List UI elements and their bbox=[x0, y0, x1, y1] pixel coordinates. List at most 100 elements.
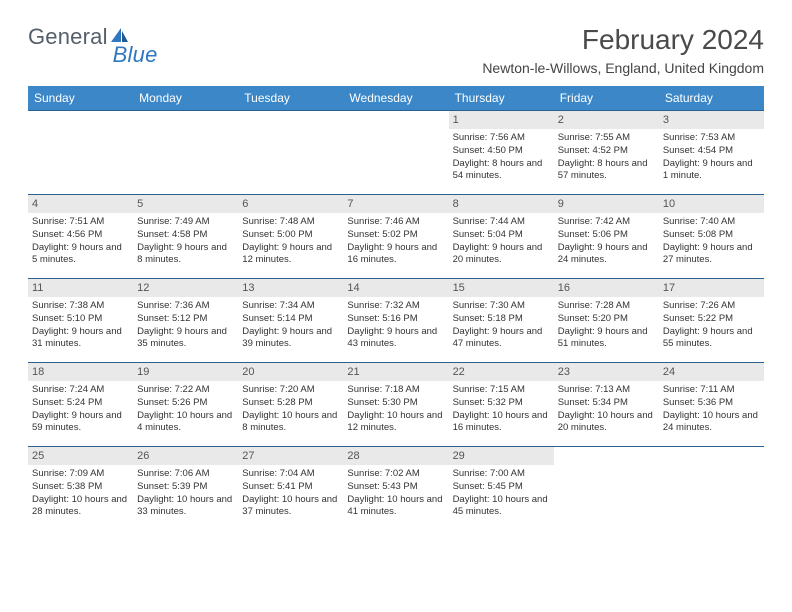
day-number: 18 bbox=[28, 363, 133, 381]
calendar-day-cell: 8 Sunrise: 7:44 AMSunset: 5:04 PMDaylight… bbox=[449, 195, 554, 279]
day-info: Sunrise: 7:40 AMSunset: 5:08 PMDaylight:… bbox=[663, 216, 760, 267]
day-number: 16 bbox=[554, 279, 659, 297]
calendar-week-row: 1Sunrise: 7:56 AMSunset: 4:50 PMDaylight… bbox=[28, 111, 764, 195]
calendar-day-cell bbox=[28, 111, 133, 195]
calendar-day-cell: 3 Sunrise: 7:53 AMSunset: 4:54 PMDaylight… bbox=[659, 111, 764, 195]
day-number: 2 bbox=[554, 111, 659, 129]
calendar-day-cell: 28 Sunrise: 7:02 AMSunset: 5:43 PMDayligh… bbox=[343, 447, 448, 531]
calendar-day-cell: 19Sunrise: 7:22 AMSunset: 5:26 PMDayligh… bbox=[133, 363, 238, 447]
weekday-header: Friday bbox=[554, 86, 659, 111]
calendar-table: Sunday Monday Tuesday Wednesday Thursday… bbox=[28, 86, 764, 531]
day-number: 14 bbox=[343, 279, 448, 297]
calendar-day-cell bbox=[238, 111, 343, 195]
day-info: Sunrise: 7:04 AMSunset: 5:41 PMDaylight:… bbox=[242, 468, 339, 519]
day-info: Sunrise: 7:56 AMSunset: 4:50 PMDaylight:… bbox=[453, 132, 550, 183]
calendar-day-cell: 24Sunrise: 7:11 AMSunset: 5:36 PMDayligh… bbox=[659, 363, 764, 447]
day-number: 22 bbox=[449, 363, 554, 381]
calendar-week-row: 11 Sunrise: 7:38 AMSunset: 5:10 PMDayligh… bbox=[28, 279, 764, 363]
month-title: February 2024 bbox=[482, 24, 764, 56]
weekday-header: Sunday bbox=[28, 86, 133, 111]
day-number: 21 bbox=[343, 363, 448, 381]
day-info: Sunrise: 7:36 AMSunset: 5:12 PMDaylight:… bbox=[137, 300, 234, 351]
day-info: Sunrise: 7:18 AMSunset: 5:30 PMDaylight:… bbox=[347, 384, 444, 435]
day-number: 27 bbox=[238, 447, 343, 465]
weekday-header-row: Sunday Monday Tuesday Wednesday Thursday… bbox=[28, 86, 764, 111]
weekday-header: Wednesday bbox=[343, 86, 448, 111]
day-number: 4 bbox=[28, 195, 133, 213]
day-info: Sunrise: 7:32 AMSunset: 5:16 PMDaylight:… bbox=[347, 300, 444, 351]
day-info: Sunrise: 7:51 AMSunset: 4:56 PMDaylight:… bbox=[32, 216, 129, 267]
day-info: Sunrise: 7:11 AMSunset: 5:36 PMDaylight:… bbox=[663, 384, 760, 435]
calendar-day-cell bbox=[133, 111, 238, 195]
day-number: 10 bbox=[659, 195, 764, 213]
calendar-day-cell: 13 Sunrise: 7:34 AMSunset: 5:14 PMDayligh… bbox=[238, 279, 343, 363]
calendar-week-row: 25Sunrise: 7:09 AMSunset: 5:38 PMDayligh… bbox=[28, 447, 764, 531]
calendar-day-cell: 20 Sunrise: 7:20 AMSunset: 5:28 PMDayligh… bbox=[238, 363, 343, 447]
day-number: 6 bbox=[238, 195, 343, 213]
day-info: Sunrise: 7:09 AMSunset: 5:38 PMDaylight:… bbox=[32, 468, 129, 519]
calendar-day-cell: 16 Sunrise: 7:28 AMSunset: 5:20 PMDayligh… bbox=[554, 279, 659, 363]
day-number: 23 bbox=[554, 363, 659, 381]
day-info: Sunrise: 7:49 AMSunset: 4:58 PMDaylight:… bbox=[137, 216, 234, 267]
weekday-header: Thursday bbox=[449, 86, 554, 111]
day-info: Sunrise: 7:22 AMSunset: 5:26 PMDaylight:… bbox=[137, 384, 234, 435]
calendar-day-cell bbox=[554, 447, 659, 531]
calendar-day-cell: 23Sunrise: 7:13 AMSunset: 5:34 PMDayligh… bbox=[554, 363, 659, 447]
day-number: 3 bbox=[659, 111, 764, 129]
day-info: Sunrise: 7:28 AMSunset: 5:20 PMDaylight:… bbox=[558, 300, 655, 351]
logo-text-blue: Blue bbox=[113, 42, 158, 68]
calendar-day-cell bbox=[343, 111, 448, 195]
calendar-day-cell: 22 Sunrise: 7:15 AMSunset: 5:32 PMDayligh… bbox=[449, 363, 554, 447]
location-subtitle: Newton-le-Willows, England, United Kingd… bbox=[482, 60, 764, 76]
calendar-day-cell: 21 Sunrise: 7:18 AMSunset: 5:30 PMDayligh… bbox=[343, 363, 448, 447]
calendar-day-cell: 5 Sunrise: 7:49 AMSunset: 4:58 PMDaylight… bbox=[133, 195, 238, 279]
day-info: Sunrise: 7:46 AMSunset: 5:02 PMDaylight:… bbox=[347, 216, 444, 267]
day-number: 29 bbox=[449, 447, 554, 465]
logo: General Blue bbox=[28, 24, 176, 50]
weekday-header: Monday bbox=[133, 86, 238, 111]
day-info: Sunrise: 7:42 AMSunset: 5:06 PMDaylight:… bbox=[558, 216, 655, 267]
day-number: 26 bbox=[133, 447, 238, 465]
calendar-day-cell: 2 Sunrise: 7:55 AMSunset: 4:52 PMDaylight… bbox=[554, 111, 659, 195]
day-info: Sunrise: 7:20 AMSunset: 5:28 PMDaylight:… bbox=[242, 384, 339, 435]
day-info: Sunrise: 7:00 AMSunset: 5:45 PMDaylight:… bbox=[453, 468, 550, 519]
day-info: Sunrise: 7:53 AMSunset: 4:54 PMDaylight:… bbox=[663, 132, 760, 183]
calendar-day-cell: 4 Sunrise: 7:51 AMSunset: 4:56 PMDaylight… bbox=[28, 195, 133, 279]
day-number: 17 bbox=[659, 279, 764, 297]
calendar-day-cell: 10 Sunrise: 7:40 AMSunset: 5:08 PMDayligh… bbox=[659, 195, 764, 279]
day-number: 28 bbox=[343, 447, 448, 465]
day-info: Sunrise: 7:48 AMSunset: 5:00 PMDaylight:… bbox=[242, 216, 339, 267]
calendar-day-cell: 26Sunrise: 7:06 AMSunset: 5:39 PMDayligh… bbox=[133, 447, 238, 531]
calendar-day-cell: 15 Sunrise: 7:30 AMSunset: 5:18 PMDayligh… bbox=[449, 279, 554, 363]
day-info: Sunrise: 7:30 AMSunset: 5:18 PMDaylight:… bbox=[453, 300, 550, 351]
calendar-day-cell: 1Sunrise: 7:56 AMSunset: 4:50 PMDaylight… bbox=[449, 111, 554, 195]
day-number: 12 bbox=[133, 279, 238, 297]
day-info: Sunrise: 7:55 AMSunset: 4:52 PMDaylight:… bbox=[558, 132, 655, 183]
day-number: 7 bbox=[343, 195, 448, 213]
day-number: 9 bbox=[554, 195, 659, 213]
calendar-day-cell: 14 Sunrise: 7:32 AMSunset: 5:16 PMDayligh… bbox=[343, 279, 448, 363]
day-info: Sunrise: 7:34 AMSunset: 5:14 PMDaylight:… bbox=[242, 300, 339, 351]
day-number: 5 bbox=[133, 195, 238, 213]
day-number: 15 bbox=[449, 279, 554, 297]
day-number: 20 bbox=[238, 363, 343, 381]
calendar-day-cell: 11 Sunrise: 7:38 AMSunset: 5:10 PMDayligh… bbox=[28, 279, 133, 363]
day-info: Sunrise: 7:02 AMSunset: 5:43 PMDaylight:… bbox=[347, 468, 444, 519]
calendar-day-cell: 12 Sunrise: 7:36 AMSunset: 5:12 PMDayligh… bbox=[133, 279, 238, 363]
calendar-day-cell: 25Sunrise: 7:09 AMSunset: 5:38 PMDayligh… bbox=[28, 447, 133, 531]
calendar-day-cell: 29 Sunrise: 7:00 AMSunset: 5:45 PMDayligh… bbox=[449, 447, 554, 531]
calendar-day-cell: 6 Sunrise: 7:48 AMSunset: 5:00 PMDaylight… bbox=[238, 195, 343, 279]
day-number: 11 bbox=[28, 279, 133, 297]
day-number: 13 bbox=[238, 279, 343, 297]
calendar-day-cell: 18 Sunrise: 7:24 AMSunset: 5:24 PMDayligh… bbox=[28, 363, 133, 447]
day-info: Sunrise: 7:44 AMSunset: 5:04 PMDaylight:… bbox=[453, 216, 550, 267]
calendar-day-cell: 27 Sunrise: 7:04 AMSunset: 5:41 PMDayligh… bbox=[238, 447, 343, 531]
day-number: 8 bbox=[449, 195, 554, 213]
calendar-day-cell bbox=[659, 447, 764, 531]
calendar-day-cell: 9 Sunrise: 7:42 AMSunset: 5:06 PMDaylight… bbox=[554, 195, 659, 279]
day-info: Sunrise: 7:38 AMSunset: 5:10 PMDaylight:… bbox=[32, 300, 129, 351]
day-info: Sunrise: 7:15 AMSunset: 5:32 PMDaylight:… bbox=[453, 384, 550, 435]
day-info: Sunrise: 7:24 AMSunset: 5:24 PMDaylight:… bbox=[32, 384, 129, 435]
calendar-week-row: 4 Sunrise: 7:51 AMSunset: 4:56 PMDaylight… bbox=[28, 195, 764, 279]
weekday-header: Saturday bbox=[659, 86, 764, 111]
